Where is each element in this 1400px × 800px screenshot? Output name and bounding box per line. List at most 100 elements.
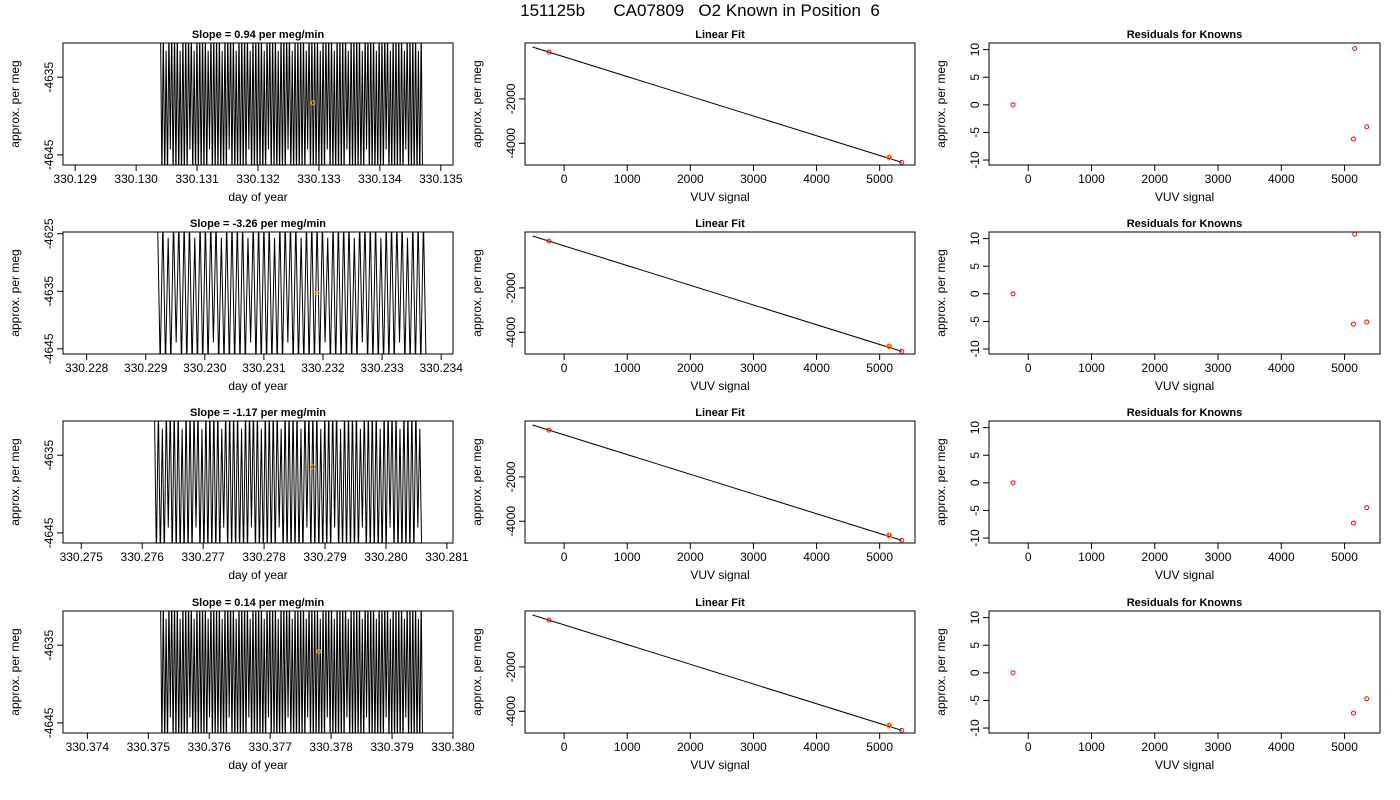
y-axis-label: approx. per meg [934, 60, 948, 147]
panel-r1-c1: Slope = 0.94 per meg/min 330.129 330.130 33… [8, 29, 463, 204]
highlight-point [314, 290, 320, 296]
plot-frame [988, 420, 1381, 544]
x-tick-label: 2000 [677, 172, 704, 186]
x-tick-label: 5000 [1331, 361, 1358, 375]
x-tick-label: 330.380 [431, 740, 475, 754]
x-tick-label: 330.229 [124, 361, 168, 375]
plot-area [532, 235, 905, 354]
data-trace [154, 421, 423, 543]
x-tick-label: 330.275 [60, 550, 104, 564]
x-tick-label: 330.230 [183, 361, 227, 375]
main-title: 151125b CA07809 O2 Known in Position 6 [520, 1, 880, 20]
y-tick-label: -10 [968, 529, 982, 547]
panel-title: Residuals for Knowns [1127, 218, 1243, 230]
fit-line [532, 235, 902, 352]
x-tick-label: 330.379 [370, 740, 414, 754]
plot-area [1010, 46, 1370, 142]
plot-frame [988, 610, 1381, 734]
data-point [1350, 520, 1356, 526]
data-point [546, 238, 552, 244]
data-point [1352, 46, 1358, 52]
x-axis-label: VUV signal [690, 379, 749, 393]
data-trace [160, 43, 423, 165]
plot-area [157, 232, 427, 354]
panel-title: Residuals for Knowns [1127, 29, 1243, 41]
y-tick-label: -4000 [504, 696, 518, 727]
x-axis-label: VUV signal [1155, 758, 1214, 772]
x-axis-label: day of year [228, 568, 287, 582]
y-axis-label: approx. per meg [470, 628, 484, 715]
panel-title: Linear Fit [695, 218, 745, 230]
data-point [546, 617, 552, 623]
y-axis-label: approx. per meg [470, 249, 484, 336]
plot-frame [524, 42, 916, 166]
x-tick-label: 0 [561, 550, 568, 564]
y-tick-label: 0 [968, 101, 982, 108]
y-tick-label: -4000 [504, 506, 518, 537]
x-tick-label: 3000 [1205, 361, 1232, 375]
x-tick-label: 1000 [614, 361, 641, 375]
x-tick-label: 4000 [803, 172, 830, 186]
x-tick-label: 330.228 [65, 361, 109, 375]
y-tick-label: -4635 [42, 62, 56, 93]
data-point [1350, 321, 1356, 327]
y-axis-label: approx. per meg [934, 438, 948, 525]
x-tick-label: 330.233 [360, 361, 404, 375]
y-tick-label: 5 [968, 74, 982, 81]
plot-frame [524, 231, 916, 355]
x-tick-label: 3000 [740, 172, 767, 186]
x-tick-label: 2000 [677, 550, 704, 564]
plot-frame [524, 420, 916, 544]
y-tick-label: -2000 [504, 651, 518, 682]
fit-line [532, 614, 902, 731]
data-point [899, 348, 905, 354]
x-tick-label: 5000 [1331, 740, 1358, 754]
data-point [1010, 670, 1016, 676]
y-tick-label: -5 [968, 316, 982, 327]
panel-r1-c3: Residuals for Knowns 0 1000 2000 3000 4000 500… [934, 29, 1381, 204]
x-tick-label: 1000 [614, 740, 641, 754]
y-tick-label: -4645 [42, 517, 56, 548]
data-trace [160, 611, 423, 733]
plot-frame [524, 610, 916, 734]
x-tick-label: 4000 [1268, 361, 1295, 375]
x-tick-label: 330.134 [358, 172, 402, 186]
plot-frame [988, 42, 1381, 166]
y-tick-label: 5 [968, 263, 982, 270]
x-tick-label: 330.135 [419, 172, 463, 186]
y-tick-label: -4635 [42, 276, 56, 307]
x-axis-label: VUV signal [1155, 568, 1214, 582]
panel-r2-c2: Linear Fit 0 1000 2000 3000 4000 5000 -2000 -400… [470, 218, 916, 393]
plot-area [1010, 232, 1370, 327]
x-tick-label: 4000 [803, 361, 830, 375]
panel-r2-c1: Slope = -3.26 per meg/min 330.228 330.229 3… [8, 218, 463, 393]
x-tick-label: 3000 [740, 361, 767, 375]
x-tick-label: 0 [1025, 550, 1032, 564]
x-tick-label: 330.281 [425, 550, 469, 564]
x-axis-label: VUV signal [1155, 379, 1214, 393]
x-tick-label: 330.280 [364, 550, 408, 564]
y-tick-label: 0 [968, 290, 982, 297]
x-tick-label: 5000 [1331, 550, 1358, 564]
x-tick-label: 330.376 [188, 740, 232, 754]
y-axis-label: approx. per meg [8, 60, 22, 147]
panel-r4-c1: Slope = 0.14 per meg/min 330.374 330.375 33… [8, 597, 475, 772]
x-tick-label: 330.133 [297, 172, 341, 186]
x-tick-label: 2000 [1141, 550, 1168, 564]
data-point [1364, 124, 1370, 130]
x-tick-label: 4000 [1268, 550, 1295, 564]
y-tick-label: 10 [968, 611, 982, 625]
x-tick-label: 4000 [1268, 740, 1295, 754]
x-tick-label: 5000 [1331, 172, 1358, 186]
data-point [1010, 291, 1016, 297]
plot-area [532, 46, 905, 165]
y-axis-label: approx. per meg [8, 249, 22, 336]
x-axis-label: day of year [228, 190, 287, 204]
panel-title: Slope = -1.17 per meg/min [190, 407, 326, 419]
x-tick-label: 5000 [866, 361, 893, 375]
highlight-point [310, 100, 316, 106]
x-tick-label: 0 [561, 361, 568, 375]
panel-r4-c2: Linear Fit 0 1000 2000 3000 4000 5000 -2000 -400… [470, 597, 916, 772]
data-point [1010, 102, 1016, 108]
